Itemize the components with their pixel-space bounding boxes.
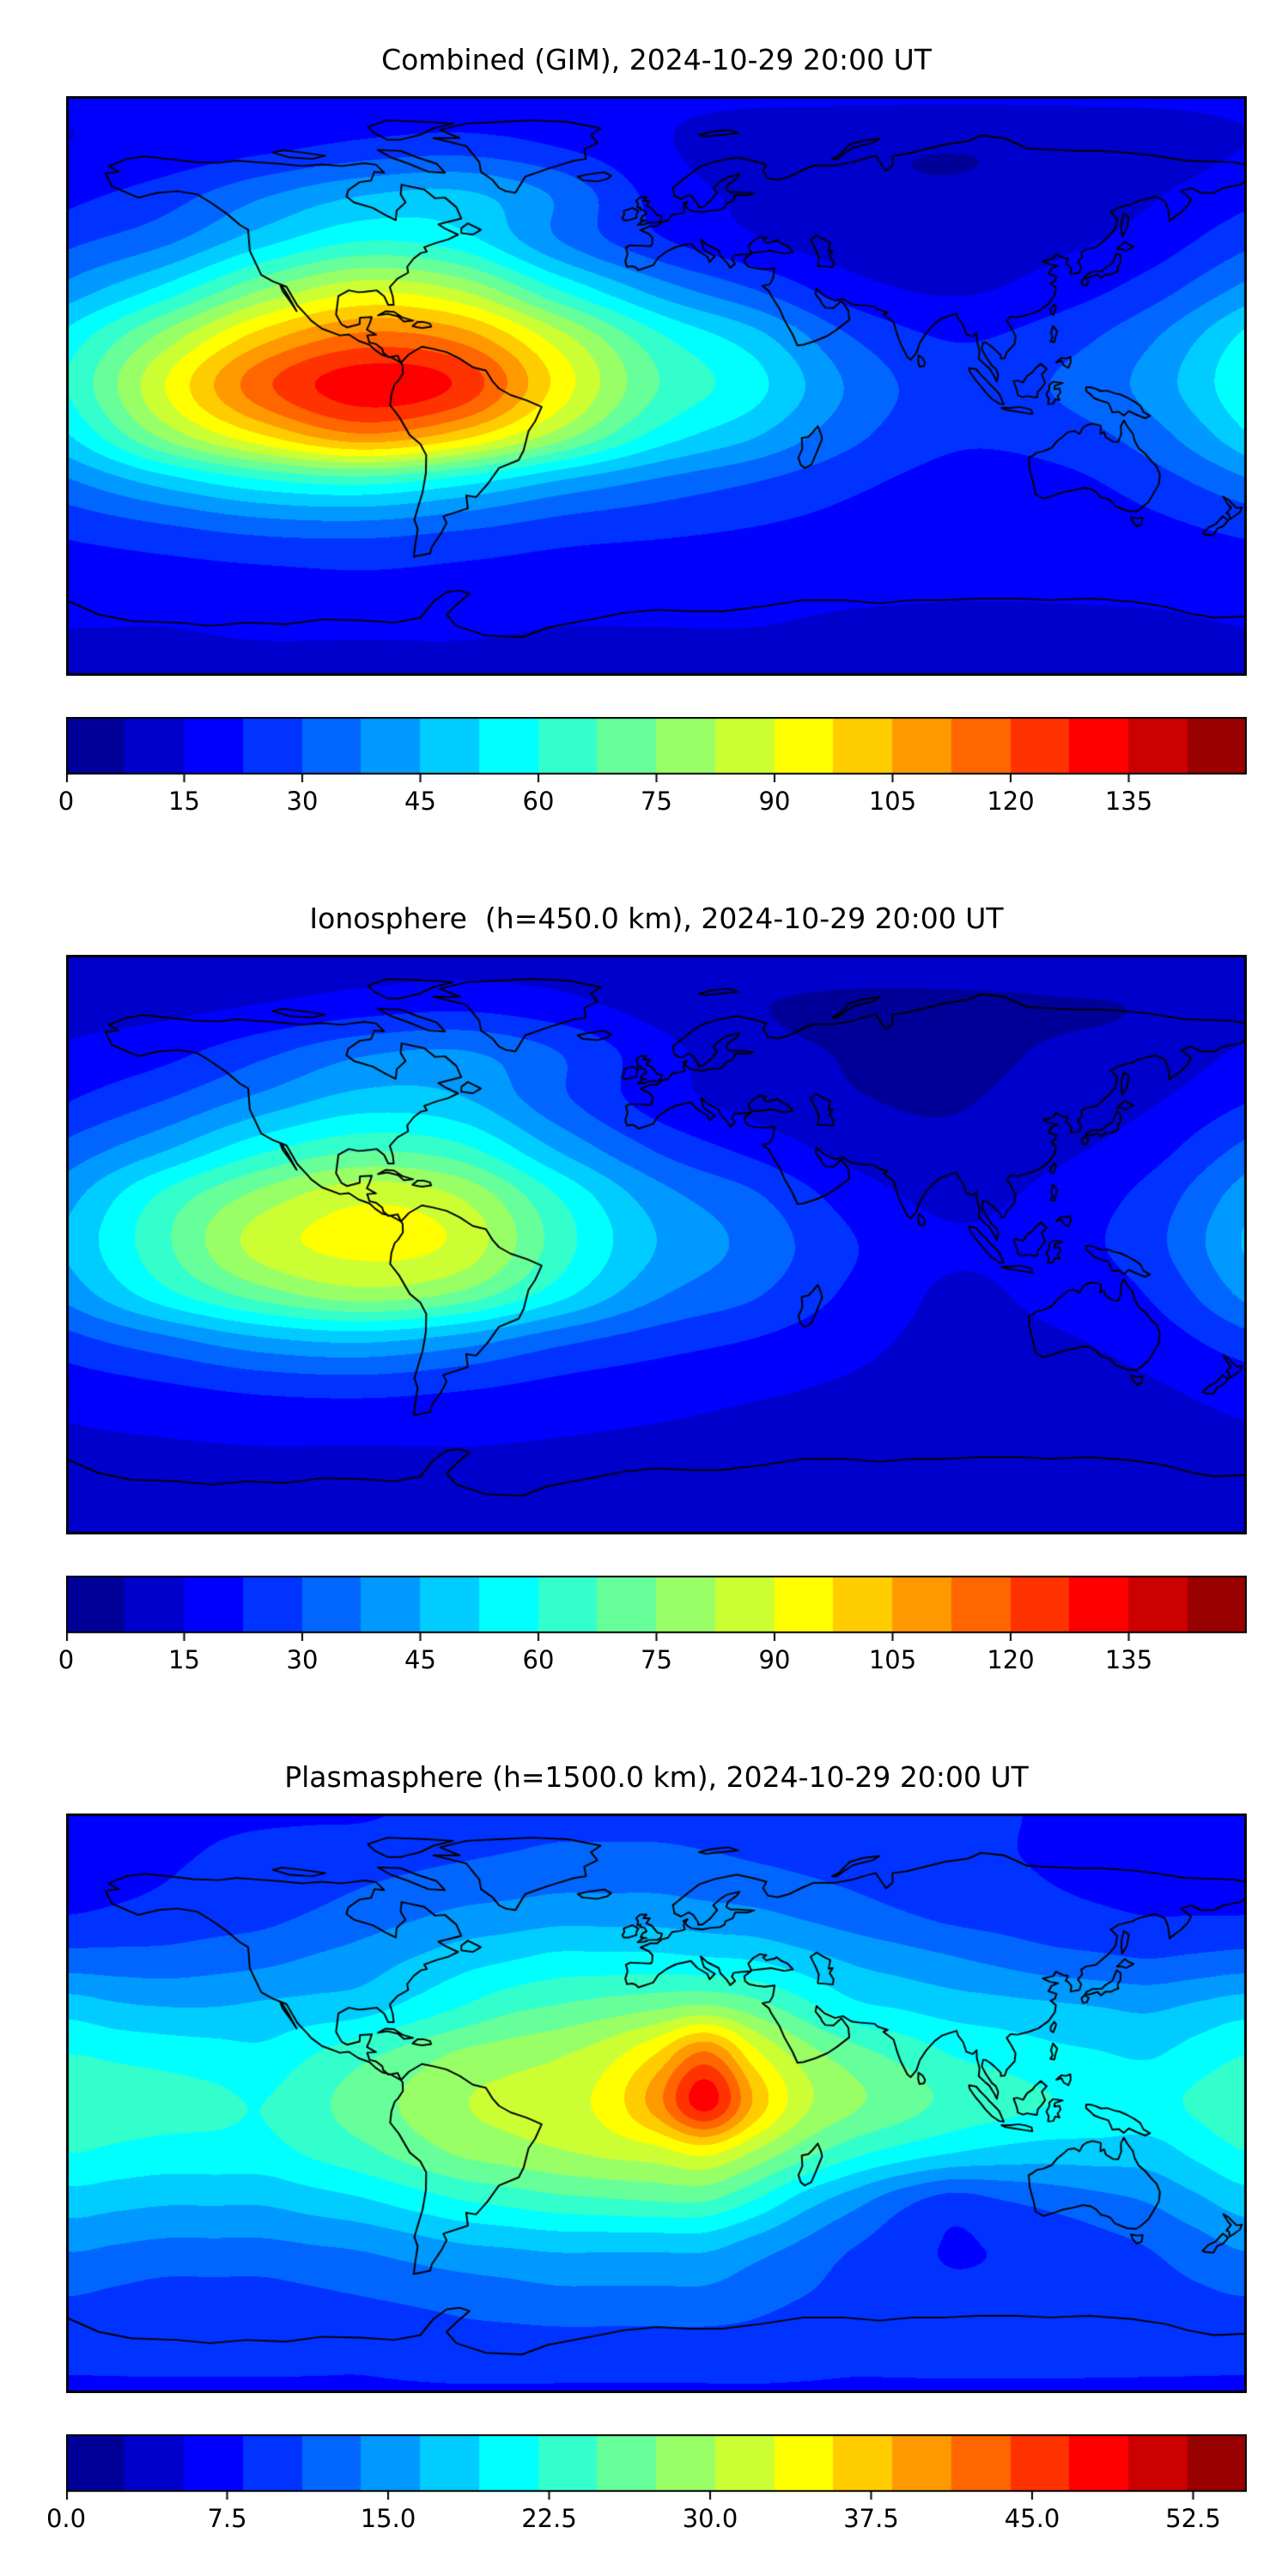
colorbar-combined [66,717,1247,782]
colorbar-tick-label: 7.5 [207,2504,247,2533]
colorbar-tick-label: 120 [987,1645,1035,1674]
colorbar-ticks-plasmasphere: 0.0 7.5 15.0 22.5 30.0 37.5 45.0 52.5 [46,2504,1247,2540]
colorbar-tick-label: 60 [522,1645,555,1674]
colorbar-tick-label: 15 [168,1645,200,1674]
map-canvas-plasmasphere [66,1814,1247,2393]
colorbar-tick-label: 0 [58,787,75,816]
colorbar-tick-label: 30.0 [682,2504,738,2533]
panel-title-plasmasphere: Plasmasphere (h=1500.0 km), 2024-10-29 2… [284,1760,1029,1794]
colorbar-tick-label: 0 [58,1645,75,1674]
colorbar-tick-label: 90 [758,1645,791,1674]
panel-title-combined: Combined (GIM), 2024-10-29 20:00 UT [381,43,932,76]
panel-ionosphere: Ionosphere (h=450.0 km), 2024-10-29 20:0… [0,859,1288,1717]
colorbar-tick-label: 30 [286,1645,319,1674]
colorbar-tick-label: 45 [404,787,436,816]
colorbar-tick-label: 75 [641,787,672,816]
panel-plasmasphere: Plasmasphere (h=1500.0 km), 2024-10-29 2… [0,1717,1288,2576]
colorbar-ionosphere [66,1576,1247,1641]
colorbar-tick-label: 135 [1104,1645,1153,1674]
colorbar-tick-label: 15.0 [360,2504,416,2533]
colorbar-tick-label: 75 [641,1645,672,1674]
panel-title-ionosphere: Ionosphere (h=450.0 km), 2024-10-29 20:0… [309,902,1004,935]
map-canvas-ionosphere [66,955,1247,1534]
colorbar-tick-label: 60 [522,787,555,816]
colorbar-tick-label: 52.5 [1165,2504,1221,2533]
colorbar-tick-label: 105 [868,1645,917,1674]
colorbar-tick-label: 45.0 [1004,2504,1060,2533]
colorbar-tick-label: 45 [404,1645,436,1674]
colorbar-tick-label: 90 [758,787,791,816]
colorbar-tick-label: 15 [168,787,200,816]
map-canvas-combined [66,96,1247,676]
colorbar-tick-label: 0.0 [46,2504,87,2533]
colorbar-tick-label: 30 [286,787,319,816]
colorbar-tick-label: 22.5 [521,2504,577,2533]
colorbar-ticks-combined: 0 15 30 45 60 75 90 105 120 135 [58,787,1247,823]
colorbar-tick-label: 105 [868,787,917,816]
colorbar-ticks-ionosphere: 0 15 30 45 60 75 90 105 120 135 [58,1645,1247,1681]
panel-combined: Combined (GIM), 2024-10-29 20:00 UT 0 15 3… [0,0,1288,859]
colorbar-tick-label: 135 [1104,787,1153,816]
colorbar-tick-label: 120 [987,787,1035,816]
colorbar-tick-label: 37.5 [843,2504,899,2533]
colorbar-plasmasphere [66,2434,1247,2500]
